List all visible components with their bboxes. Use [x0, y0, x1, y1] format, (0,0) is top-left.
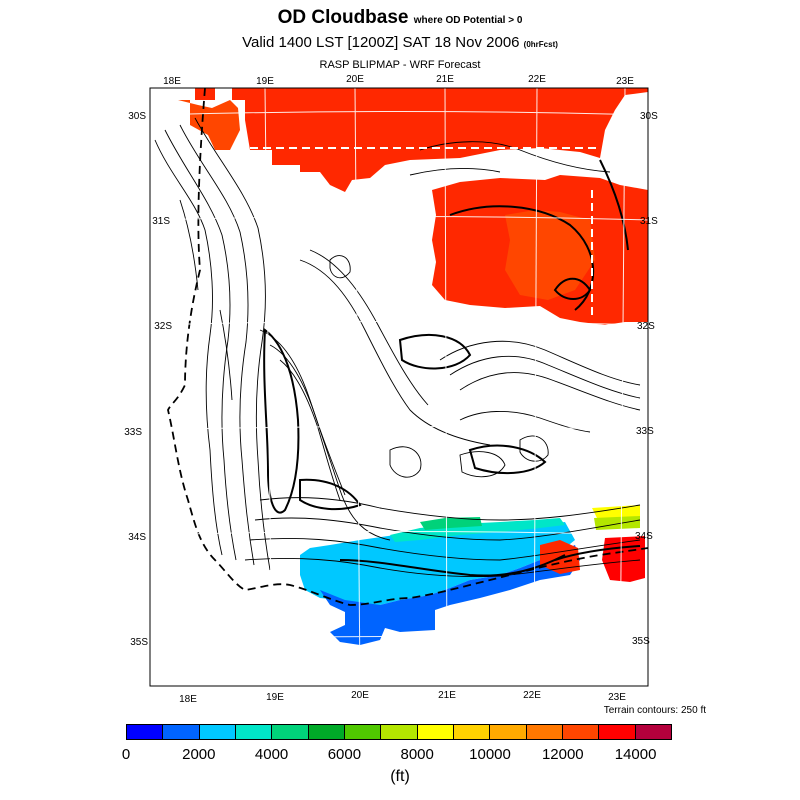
terrain-contours — [154, 117, 641, 578]
left-lat-label: 32S — [154, 321, 172, 332]
color-scale-segment — [163, 725, 200, 739]
color-scale-segment — [344, 725, 382, 739]
cloudbase-lime-east — [594, 516, 640, 530]
title-block: OD Cloudbase where OD Potential > 0 Vali… — [0, 6, 800, 73]
title-main: OD Cloudbase — [277, 7, 409, 28]
color-scale-tick-label: 10000 — [469, 746, 511, 763]
cloudbase-red-north — [175, 88, 648, 192]
valid-text: Valid 1400 LST [1200Z] SAT 18 Nov 2006 — [242, 34, 520, 51]
color-scale-tick-label: 2000 — [182, 746, 216, 763]
left-lat-label: 35S — [130, 637, 148, 648]
right-latitude-labels: 30S 31S 32S 33S 34S 35S — [632, 111, 658, 647]
border-line — [250, 147, 600, 320]
color-scale-tick-label: 14000 — [614, 746, 657, 763]
model-name: RASP BLIPMAP - WRF Forecast — [319, 59, 481, 71]
left-latitude-labels: 30S 31S 32S 33S 34S 35S — [124, 111, 172, 648]
bottom-lon-label: 22E — [523, 690, 541, 701]
color-scale-segment — [635, 725, 671, 739]
left-lat-label: 30S — [128, 111, 146, 122]
top-lon-label: 21E — [436, 74, 454, 85]
color-scale-segment — [526, 725, 563, 739]
color-scale-segment — [235, 725, 273, 739]
left-lat-label: 31S — [152, 216, 170, 227]
right-lat-label: 32S — [637, 321, 655, 332]
bottom-longitude-labels: 18E 19E 20E 21E 22E 23E — [179, 690, 626, 705]
color-scale-unit: (ft) — [390, 768, 410, 785]
color-scale-tick-label: 8000 — [400, 746, 434, 763]
map-frame — [149, 87, 649, 687]
left-lat-label: 34S — [128, 532, 146, 543]
color-scale-segment — [308, 725, 345, 739]
chart-title: OD Cloudbase where OD Potential > 0 — [0, 6, 800, 33]
color-scale-segment — [599, 725, 636, 739]
color-scale-tick-label: 6000 — [327, 746, 362, 763]
top-lon-label: 20E — [346, 74, 364, 85]
bottom-lon-label: 19E — [266, 692, 284, 703]
color-scale-segment — [199, 725, 236, 739]
color-scale-segment — [417, 725, 454, 739]
cloudbase-blue-south — [320, 545, 580, 645]
top-longitude-labels: 18E 19E 20E 21E 22E 23E — [163, 74, 634, 87]
right-lat-label: 31S — [640, 216, 658, 227]
bottom-lon-label: 23E — [608, 692, 626, 703]
lat-lon-grid — [150, 88, 648, 686]
cloudbase-red-east-small — [602, 536, 645, 582]
right-lat-label: 30S — [640, 111, 658, 122]
right-lat-label: 34S — [635, 531, 653, 542]
color-scale-segment — [490, 725, 527, 739]
cloudbase-cyan-south — [300, 522, 575, 605]
terrain-contours-major — [263, 159, 641, 577]
bottom-lon-label: 18E — [179, 694, 197, 705]
top-lon-label: 18E — [163, 76, 181, 87]
cloudbase-orange-north — [178, 100, 240, 150]
color-scale-tick-label: 4000 — [254, 746, 289, 763]
color-scale-segment — [562, 725, 600, 739]
color-scale-tick-label: 0 — [121, 746, 131, 763]
top-lon-label: 23E — [616, 76, 634, 87]
color-scale-segment — [453, 725, 491, 739]
top-lon-label: 19E — [256, 76, 274, 87]
valid-time: Valid 1400 LST [1200Z] SAT 18 Nov 2006 (… — [0, 33, 800, 55]
color-scale-segment — [127, 725, 164, 739]
terrain-contour-note: Terrain contours: 250 ft — [603, 705, 706, 716]
right-lat-label: 35S — [632, 636, 650, 647]
cloudbase-green-patch — [420, 517, 482, 530]
bottom-lon-label: 21E — [438, 690, 456, 701]
cloudbase-orange-east — [505, 210, 595, 300]
title-main-sub: where OD Potential > 0 — [413, 15, 523, 26]
top-lon-label: 22E — [528, 74, 546, 85]
color-scale-tick-label: 12000 — [541, 746, 584, 763]
right-lat-label: 33S — [636, 426, 654, 437]
forecast-hour: (0hrFcst) — [523, 40, 558, 49]
left-lat-label: 33S — [124, 427, 142, 438]
color-scale-bar — [126, 724, 672, 740]
coastline — [167, 88, 648, 606]
color-scale-segment — [272, 725, 309, 739]
color-scale-segment — [381, 725, 418, 739]
bottom-lon-label: 20E — [351, 690, 369, 701]
color-scale-labels: 0 2000 4000 6000 8000 10000 12000 14000 — [122, 746, 672, 766]
cloudbase-yellow-east — [592, 505, 640, 520]
